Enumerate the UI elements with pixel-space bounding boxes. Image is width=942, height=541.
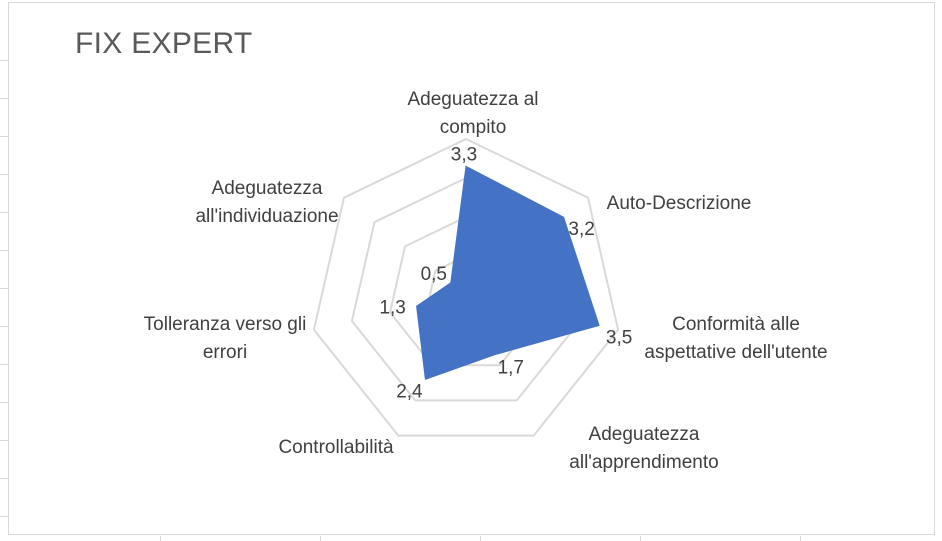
category-label: Conformità alle: [672, 314, 800, 335]
chart-title[interactable]: FIX EXPERT: [75, 27, 253, 60]
sheet-gridline: [640, 536, 641, 541]
sheet-gridline: [0, 250, 8, 251]
category-label: Adeguatezza: [212, 178, 323, 199]
category-label: Adeguatezza al: [408, 89, 539, 110]
category-label: Adeguatezza: [589, 424, 700, 445]
category-label: errori: [203, 342, 247, 363]
sheet-gridline: [0, 478, 8, 479]
radar-grid-ring: [312, 137, 620, 437]
data-label: 1,3: [379, 297, 405, 318]
sheet-gridline: [480, 536, 481, 541]
sheet-gridline: [160, 536, 161, 541]
sheet-gridline: [800, 536, 801, 541]
data-label: 0,5: [421, 264, 447, 285]
radar-series-area: [416, 165, 600, 380]
category-label: compito: [440, 117, 507, 138]
category-label: Auto-Descrizione: [607, 193, 752, 214]
category-label: Tolleranza verso gli: [144, 314, 307, 335]
category-label: all'individuazione: [195, 206, 338, 227]
sheet-gridline: [0, 98, 8, 99]
sheet-gridline: [0, 364, 8, 365]
category-label: all'apprendimento: [569, 452, 718, 473]
data-label: 2,4: [396, 381, 423, 402]
sheet-gridline: [0, 516, 8, 517]
sheet-gridline: [0, 60, 8, 61]
sheet-gridline: [0, 136, 8, 137]
sheet-gridline: [0, 212, 8, 213]
category-label: Controllabilità: [278, 437, 394, 458]
chart-area[interactable]: FIX EXPERT: [8, 2, 935, 535]
sheet-gridline: [320, 536, 321, 541]
data-label: 3,5: [606, 327, 632, 348]
sheet-gridline: [0, 402, 8, 403]
data-label: 3,2: [568, 219, 594, 240]
sheet-gridline: [0, 288, 8, 289]
category-label: aspettative dell'utente: [644, 342, 827, 363]
sheet-gridline: [0, 326, 8, 327]
data-label: 3,3: [451, 144, 477, 165]
sheet-gridline: [0, 440, 8, 441]
data-label: 1,7: [498, 358, 524, 379]
sheet-gridline: [0, 174, 8, 175]
